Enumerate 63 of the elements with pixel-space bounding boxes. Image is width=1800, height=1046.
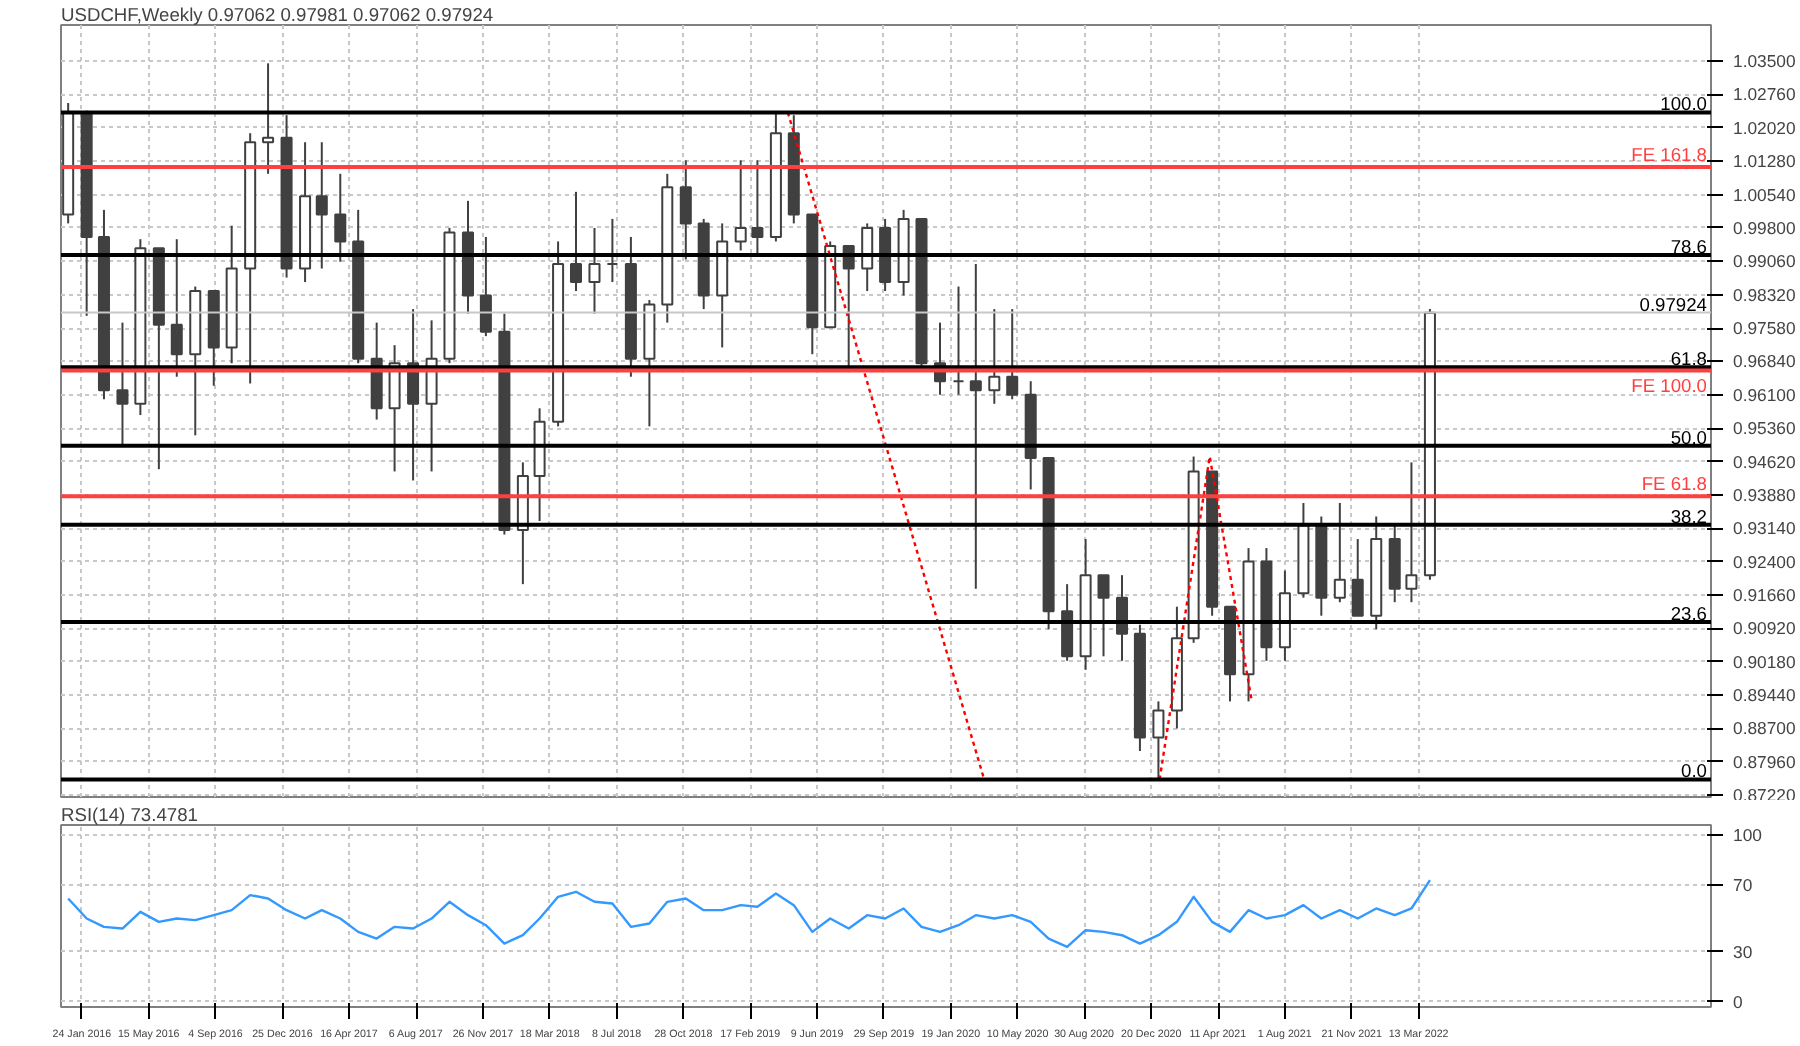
y-tick-label: 0.87960 [1733, 751, 1796, 772]
annotation: 38.2 [1670, 506, 1707, 527]
annotation: 100.0 [1660, 94, 1707, 115]
y-tick-label: 100 [1733, 825, 1763, 846]
y-tick-label: 0 [1733, 991, 1743, 1012]
candlestick [1006, 308, 1019, 401]
candlestick [116, 321, 129, 446]
candlestick [751, 159, 764, 256]
annotation: 61.8 [1670, 349, 1707, 370]
candlestick [588, 226, 601, 315]
y-tick-label: 0.93880 [1733, 484, 1796, 505]
annotation: FE 61.8 [1641, 474, 1708, 495]
y-tick-label: 0.96100 [1733, 384, 1796, 405]
y-tick-label: 0.97580 [1733, 318, 1796, 339]
y-tick-label: 1.00540 [1733, 184, 1796, 205]
y-tick-label: 0.99060 [1733, 251, 1796, 272]
y-tick-label: 0.89440 [1733, 685, 1796, 706]
y-tick-label: 70 [1733, 875, 1753, 896]
y-tick-label: 0.93140 [1733, 518, 1796, 539]
candlestick [1405, 461, 1418, 604]
candlestick [606, 217, 619, 284]
y-tick-label: 1.01280 [1733, 151, 1796, 172]
y-tick-label: 0.91660 [1733, 584, 1796, 605]
annotation: FE 161.8 [1631, 145, 1708, 166]
annotation: 23.6 [1670, 604, 1707, 625]
candlestick [262, 62, 275, 175]
y-tick-label: 0.95360 [1733, 418, 1796, 439]
y-tick-label: 1.02760 [1733, 84, 1796, 105]
candlestick [569, 190, 582, 293]
candlestick [1152, 700, 1165, 781]
annotation: 0.0 [1681, 761, 1707, 782]
y-tick-label: 0.92400 [1733, 551, 1796, 572]
candlestick [969, 263, 982, 590]
candlestick [861, 222, 874, 293]
annotation: FE 100.0 [1631, 376, 1708, 397]
annotation: 78.6 [1670, 236, 1707, 257]
y-tick-label: 1.03500 [1733, 51, 1796, 72]
candlestick [1333, 501, 1346, 604]
y-tick-label: 0.99800 [1733, 217, 1796, 238]
candlestick [170, 238, 183, 378]
y-tick-label: 0.94620 [1733, 451, 1796, 472]
candlestick [952, 285, 965, 396]
y-tick-label: 0.98320 [1733, 284, 1796, 305]
candlestick [334, 172, 347, 263]
candlestick [1351, 538, 1364, 617]
candlestick [734, 159, 747, 252]
line-series [66, 878, 1432, 949]
candlestick [315, 141, 328, 270]
y-tick-label: 0.96840 [1733, 351, 1796, 372]
chart-title: USDCHF,Weekly 0.97062 0.97981 0.97062 0.97924 [61, 5, 494, 25]
ref-line-label: 0.97924 [1639, 294, 1708, 315]
candlestick [988, 308, 1001, 405]
candlestick [1097, 574, 1110, 658]
annotation: 50.0 [1670, 427, 1707, 448]
candlestick [679, 159, 692, 261]
candlestick [1061, 583, 1074, 662]
chart-title: RSI(14) 73.4781 [61, 805, 198, 825]
y-tick-label: 1.02020 [1733, 117, 1796, 138]
candlestick [479, 235, 492, 338]
y-tick-label: 0.88700 [1733, 718, 1796, 739]
y-tick-label: 0.90180 [1733, 651, 1796, 672]
y-tick-label: 0.90920 [1733, 618, 1796, 639]
y-tick-label: 30 [1733, 941, 1753, 962]
